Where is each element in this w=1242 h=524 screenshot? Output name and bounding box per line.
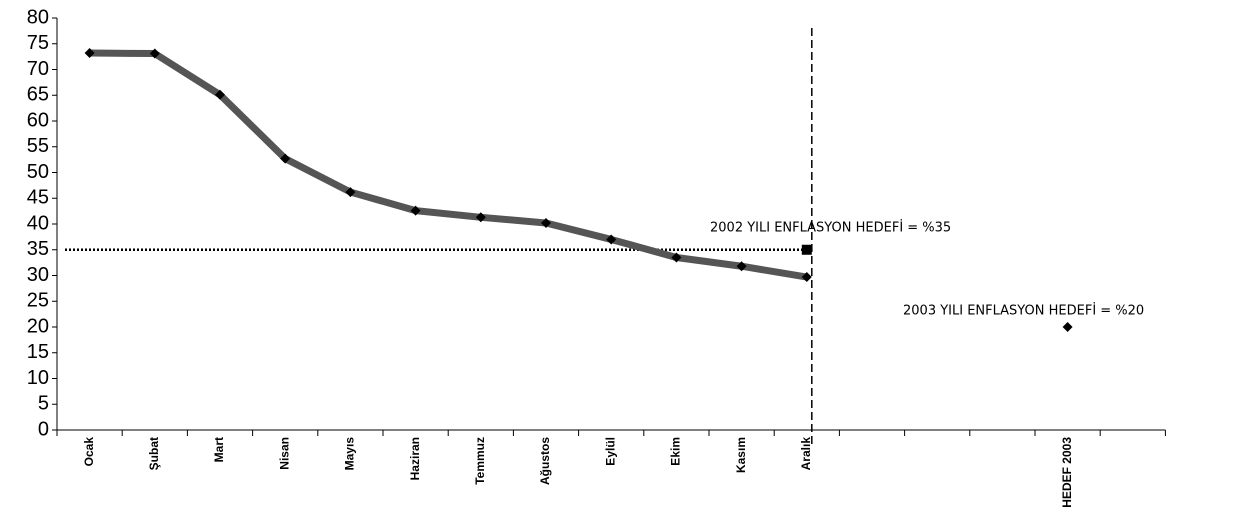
x-tick-label: Mart bbox=[212, 437, 226, 462]
marker bbox=[801, 272, 812, 283]
marker bbox=[736, 261, 747, 272]
marker bbox=[410, 205, 421, 216]
x-tick-label: Kasım bbox=[734, 437, 748, 473]
marker bbox=[345, 187, 356, 198]
y-tick-label: 20 bbox=[27, 315, 49, 337]
y-tick-label: 15 bbox=[27, 341, 49, 363]
x-tick-label: Nisan bbox=[277, 437, 291, 470]
marker bbox=[280, 153, 291, 164]
x-tick-label: HEDEF 2003 bbox=[1060, 437, 1074, 508]
x-tick-label: Haziran bbox=[408, 437, 422, 480]
y-tick-label: 35 bbox=[27, 238, 49, 260]
marker bbox=[801, 244, 812, 255]
y-tick-label: 45 bbox=[27, 187, 49, 209]
x-tick-label: Şubat bbox=[147, 437, 161, 470]
marker bbox=[149, 48, 160, 59]
annotation: 2002 YILI ENFLASYON HEDEFİ = %35 bbox=[710, 220, 951, 236]
marker bbox=[215, 89, 225, 100]
x-tick-label: Temmuz bbox=[473, 437, 487, 485]
marker bbox=[606, 234, 617, 245]
x-tick-label: Aralık bbox=[799, 437, 813, 471]
marker bbox=[541, 217, 551, 228]
marker bbox=[1062, 322, 1073, 332]
x-tick-label: Ekim bbox=[669, 437, 683, 466]
y-tick-label: 75 bbox=[27, 32, 49, 54]
marker bbox=[84, 48, 95, 59]
marker bbox=[475, 212, 486, 223]
y-tick-label: 5 bbox=[38, 393, 49, 415]
y-tick-label: 25 bbox=[27, 290, 49, 312]
x-tick-label: Eylül bbox=[603, 437, 617, 466]
y-tick-label: 50 bbox=[27, 161, 49, 183]
y-tick-label: 55 bbox=[27, 135, 49, 157]
line bbox=[89, 49, 808, 281]
y-tick-label: 40 bbox=[27, 212, 49, 234]
x-tick-label: Mayıs bbox=[343, 437, 357, 471]
y-tick-label: 10 bbox=[27, 367, 49, 389]
annotation: 2003 YILI ENFLASYON HEDEFİ = %20 bbox=[903, 303, 1144, 319]
y-tick-label: 0 bbox=[38, 418, 49, 440]
x-tick-label: Ağustos bbox=[538, 437, 552, 485]
marker bbox=[671, 252, 682, 263]
y-tick-label: 70 bbox=[27, 58, 49, 80]
x-tick-label: Ocak bbox=[82, 437, 96, 467]
y-tick-label: 80 bbox=[27, 6, 49, 28]
y-tick-label: 60 bbox=[27, 109, 49, 131]
y-tick-label: 30 bbox=[27, 264, 49, 286]
y-tick-label: 65 bbox=[27, 84, 49, 106]
